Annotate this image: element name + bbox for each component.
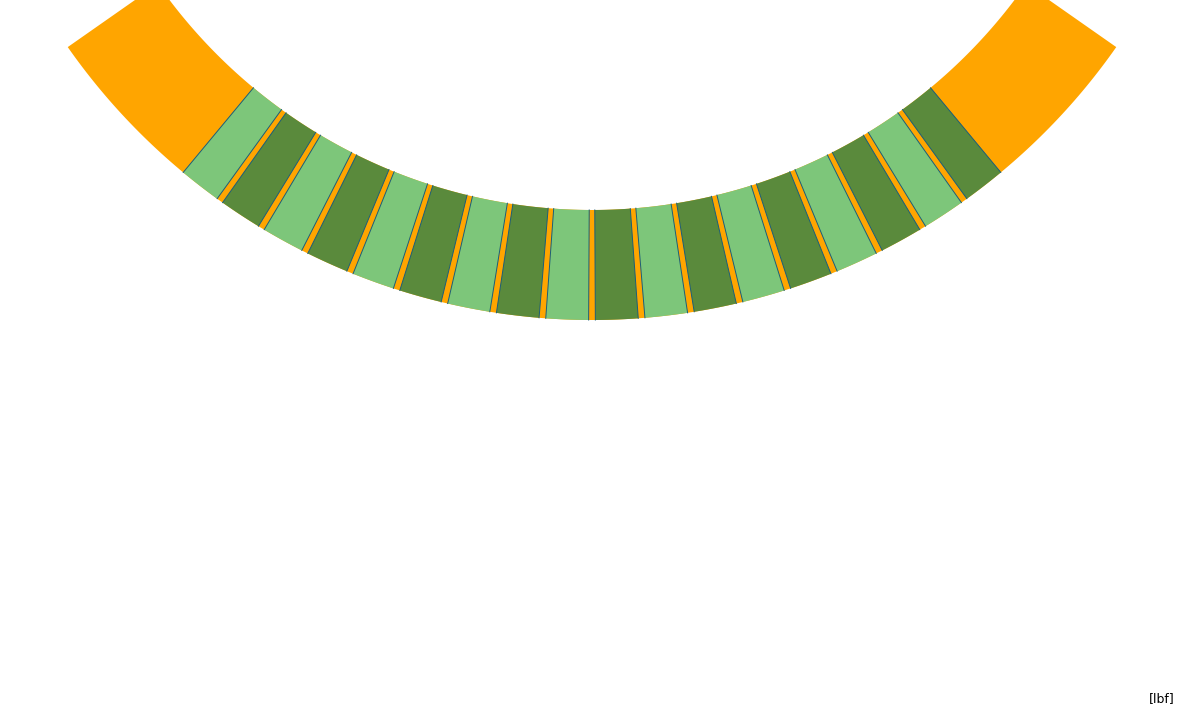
Polygon shape xyxy=(353,172,428,288)
Polygon shape xyxy=(756,172,831,288)
Polygon shape xyxy=(497,204,549,318)
Polygon shape xyxy=(308,155,389,271)
Polygon shape xyxy=(184,88,282,199)
Polygon shape xyxy=(677,196,736,312)
Text: [lbf]: [lbf] xyxy=(1149,692,1176,705)
Polygon shape xyxy=(903,88,1001,199)
Polygon shape xyxy=(223,113,315,226)
Polygon shape xyxy=(595,209,639,320)
Polygon shape xyxy=(717,185,784,302)
Polygon shape xyxy=(399,185,467,302)
Polygon shape xyxy=(448,196,507,312)
Polygon shape xyxy=(636,204,687,318)
Polygon shape xyxy=(546,209,589,320)
Polygon shape xyxy=(68,0,1116,320)
Polygon shape xyxy=(832,135,920,250)
Polygon shape xyxy=(869,113,961,226)
Polygon shape xyxy=(795,155,876,271)
Polygon shape xyxy=(264,135,352,250)
